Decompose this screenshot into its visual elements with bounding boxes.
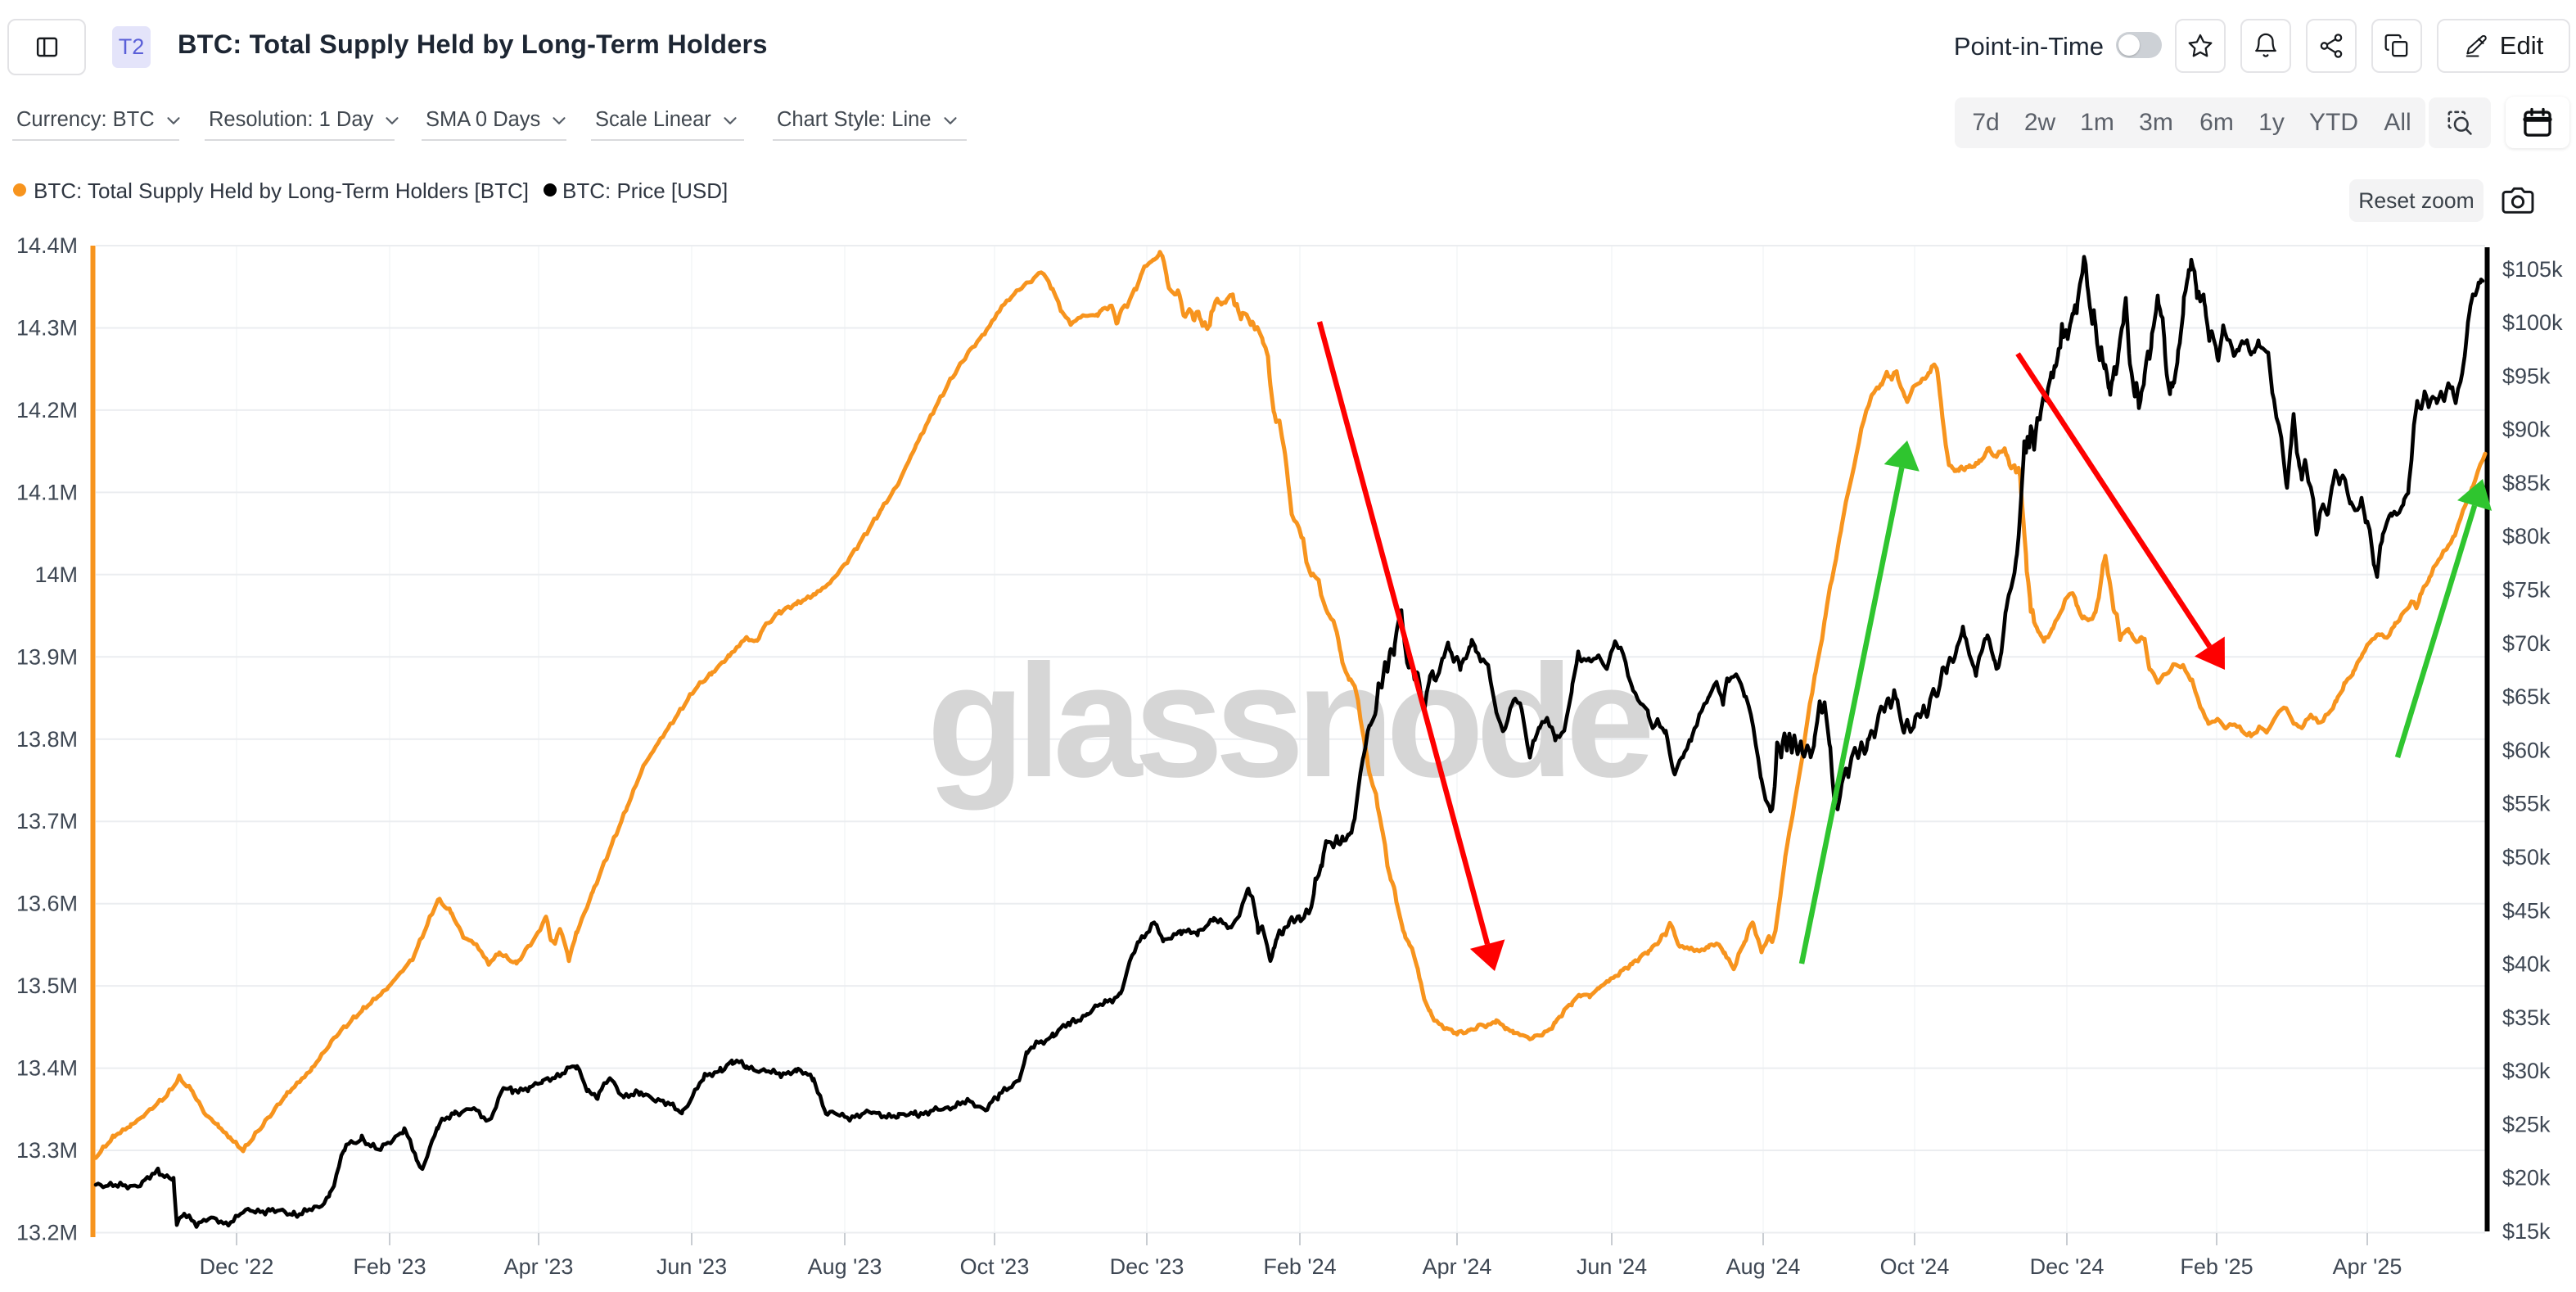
svg-text:Feb '24: Feb '24 bbox=[1263, 1254, 1336, 1279]
svg-text:13.6M: 13.6M bbox=[16, 892, 78, 916]
svg-text:14.1M: 14.1M bbox=[16, 480, 78, 504]
svg-text:Feb '25: Feb '25 bbox=[2180, 1254, 2253, 1279]
svg-text:Dec '23: Dec '23 bbox=[1110, 1254, 1184, 1279]
svg-text:Oct '23: Oct '23 bbox=[960, 1254, 1030, 1279]
svg-text:Dec '24: Dec '24 bbox=[2030, 1254, 2105, 1279]
svg-text:$90k: $90k bbox=[2502, 418, 2551, 442]
svg-text:Feb '23: Feb '23 bbox=[353, 1254, 426, 1279]
svg-text:$25k: $25k bbox=[2502, 1112, 2551, 1136]
svg-text:$95k: $95k bbox=[2502, 364, 2551, 388]
svg-text:$80k: $80k bbox=[2502, 524, 2551, 549]
svg-text:$45k: $45k bbox=[2502, 898, 2551, 923]
svg-text:$55k: $55k bbox=[2502, 792, 2551, 816]
svg-text:Dec '22: Dec '22 bbox=[200, 1254, 274, 1279]
svg-text:$65k: $65k bbox=[2502, 684, 2551, 709]
svg-text:$35k: $35k bbox=[2502, 1005, 2551, 1030]
svg-text:$100k: $100k bbox=[2502, 310, 2563, 335]
svg-text:14M: 14M bbox=[34, 562, 78, 587]
svg-text:$50k: $50k bbox=[2502, 845, 2551, 870]
svg-text:$105k: $105k bbox=[2502, 257, 2563, 282]
svg-text:14.4M: 14.4M bbox=[16, 233, 78, 258]
svg-text:Oct '24: Oct '24 bbox=[1880, 1254, 1950, 1279]
svg-text:$75k: $75k bbox=[2502, 578, 2551, 603]
svg-text:13.2M: 13.2M bbox=[16, 1221, 78, 1245]
svg-text:13.5M: 13.5M bbox=[16, 974, 78, 998]
svg-text:$30k: $30k bbox=[2502, 1059, 2551, 1083]
svg-text:Jun '24: Jun '24 bbox=[1577, 1254, 1647, 1279]
svg-text:$40k: $40k bbox=[2502, 952, 2551, 977]
svg-text:$20k: $20k bbox=[2502, 1166, 2551, 1190]
svg-text:glassnode: glassnode bbox=[927, 631, 1649, 811]
svg-text:13.9M: 13.9M bbox=[16, 644, 78, 669]
svg-text:Apr '25: Apr '25 bbox=[2333, 1254, 2402, 1279]
svg-text:13.3M: 13.3M bbox=[16, 1138, 78, 1163]
svg-text:Aug '23: Aug '23 bbox=[808, 1254, 882, 1279]
svg-text:$60k: $60k bbox=[2502, 738, 2551, 762]
svg-text:$85k: $85k bbox=[2502, 471, 2551, 495]
svg-text:13.8M: 13.8M bbox=[16, 727, 78, 752]
svg-text:$15k: $15k bbox=[2502, 1219, 2551, 1244]
svg-text:13.7M: 13.7M bbox=[16, 809, 78, 833]
svg-text:$70k: $70k bbox=[2502, 631, 2551, 656]
svg-text:13.4M: 13.4M bbox=[16, 1056, 78, 1081]
svg-text:14.3M: 14.3M bbox=[16, 316, 78, 341]
svg-text:Apr '24: Apr '24 bbox=[1423, 1254, 1492, 1279]
svg-text:14.2M: 14.2M bbox=[16, 398, 78, 422]
svg-text:Jun '23: Jun '23 bbox=[656, 1254, 727, 1279]
svg-text:Apr '23: Apr '23 bbox=[504, 1254, 574, 1279]
svg-text:Aug '24: Aug '24 bbox=[1726, 1254, 1801, 1279]
